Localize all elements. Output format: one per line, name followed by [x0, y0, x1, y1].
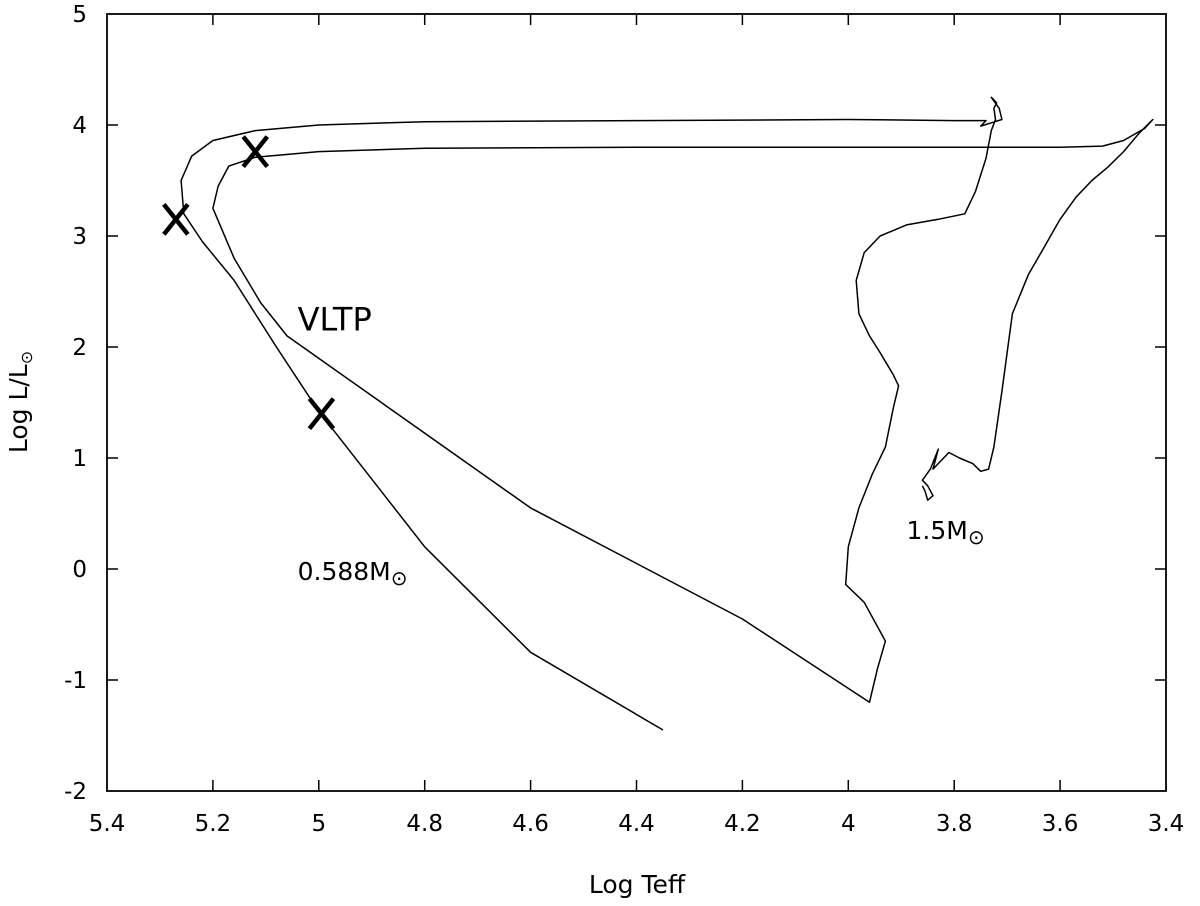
event-markers: [162, 135, 336, 431]
x-marker: [307, 397, 336, 431]
x-marker: [162, 202, 190, 236]
y-tick-label: -2: [64, 779, 87, 805]
track-annotation: 1.5M⊙: [907, 516, 985, 549]
series-line: [180, 96, 1154, 731]
y-tick-label: 3: [72, 224, 87, 250]
track-annotation: VLTP: [298, 300, 372, 338]
x-tick-label: 5: [311, 811, 326, 837]
x-tick-label: 3.4: [1148, 811, 1185, 837]
x-tick-label: 4.8: [406, 811, 443, 837]
y-axis-title-symbol: ⊙: [17, 351, 36, 364]
evolution-tracks: [180, 96, 1154, 731]
x-tick-label: 3.8: [936, 811, 973, 837]
y-tick-label: 0: [72, 557, 87, 583]
x-tick-label: 4: [841, 811, 856, 837]
x-tick-labels: 5.4 5.2 5 4.8 4.6 4.4 4.2 4 3.8 3.6 3.4: [89, 811, 1185, 837]
plot-frame: [106, 13, 1167, 792]
y-tick-label: 5: [72, 2, 87, 28]
y-axis-title-main: Log L/L: [4, 364, 33, 453]
y-tick-label: 4: [72, 113, 87, 139]
y-tick-label: 1: [72, 446, 87, 472]
axis-ticks: [107, 14, 1166, 791]
x-tick-label: 4.6: [512, 811, 549, 837]
x-tick-label: 5.4: [89, 811, 126, 837]
x-tick-label: 3.6: [1042, 811, 1079, 837]
x-tick-label: 4.4: [618, 811, 655, 837]
x-tick-label: 5.2: [195, 811, 232, 837]
x-marker: [241, 135, 270, 169]
x-axis-title: Log Teff: [589, 870, 686, 899]
y-tick-label: 2: [72, 335, 87, 361]
track-annotation: 0.588M⊙: [298, 557, 408, 590]
y-tick-label: -1: [64, 668, 87, 694]
track-annotations: VLTP 0.588M⊙ 1.5M⊙: [298, 300, 985, 590]
x-tick-label: 4.2: [724, 811, 761, 837]
y-tick-labels: -2 -1 0 1 2 3 4 5: [64, 2, 87, 805]
y-axis-title: Log L/L⊙: [4, 351, 36, 453]
